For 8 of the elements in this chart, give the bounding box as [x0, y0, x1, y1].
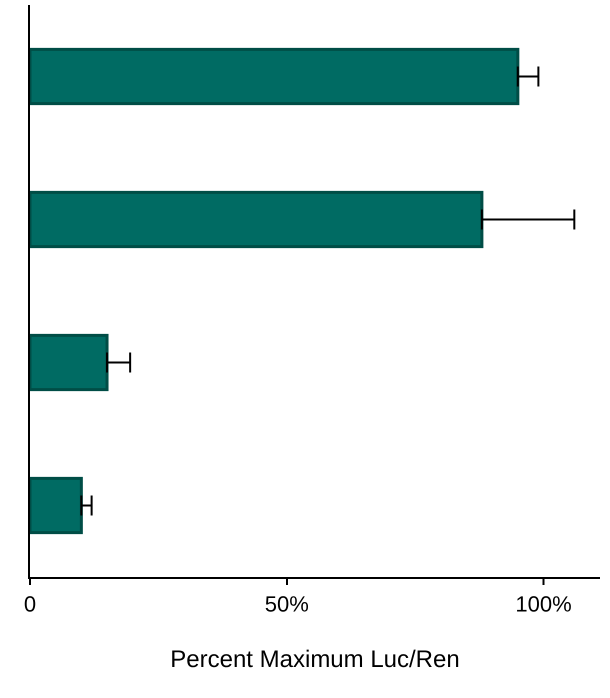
- bar: [30, 48, 520, 106]
- bar: [30, 334, 109, 392]
- x-tick-label: 50%: [264, 591, 309, 616]
- x-tick-label: 100%: [515, 591, 572, 616]
- x-tick-label: 0: [24, 591, 36, 616]
- bar: [30, 190, 484, 248]
- x-axis-title: Percent Maximum Luc/Ren: [170, 646, 460, 674]
- bar: [30, 476, 83, 534]
